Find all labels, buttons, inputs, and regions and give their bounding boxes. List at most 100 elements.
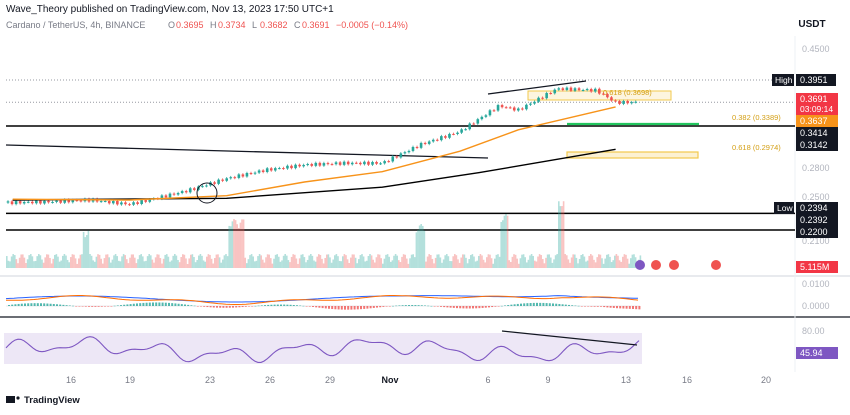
macd-signal-line	[5, 295, 639, 305]
macd-histogram-bar	[529, 303, 532, 306]
volume-bar	[92, 260, 94, 268]
candle-body	[47, 200, 50, 203]
macd-histogram-bar	[516, 303, 519, 306]
volume-bar	[450, 261, 453, 268]
macd-histogram-bar	[200, 306, 202, 307]
volume-bar	[361, 254, 363, 268]
volume-bar	[609, 256, 611, 268]
candle-body	[334, 162, 338, 165]
volume-bar	[169, 261, 171, 268]
volume-bar	[321, 258, 323, 268]
macd-line	[5, 295, 639, 303]
tradingview-logo-dot	[16, 396, 20, 400]
candle-body	[107, 200, 111, 204]
macd-histogram-bar	[587, 306, 590, 307]
volume-bar	[468, 259, 470, 268]
macd-histogram-bar	[270, 304, 273, 306]
volume-bar	[399, 262, 402, 268]
volume-bar	[438, 254, 440, 268]
volume-bar	[170, 260, 173, 268]
currency-label[interactable]: USDT	[798, 19, 825, 30]
volume-bar	[516, 258, 518, 268]
volume-bar	[513, 254, 515, 268]
candle-body	[602, 93, 605, 95]
ohlc-readout: O 0.3695 H 0.3734 L 0.3682 C 0.3691 −0.0005 (−0.…	[168, 20, 408, 30]
volume-bar	[126, 259, 128, 268]
volume-bar	[118, 260, 120, 268]
macd-histogram-bar	[219, 306, 222, 308]
volume-bar	[153, 262, 155, 268]
macd-histogram-bar	[577, 305, 580, 307]
macd-histogram-bar	[635, 306, 638, 310]
macd-histogram-bar	[110, 306, 113, 307]
macd-histogram-bar	[289, 304, 292, 306]
candle-body	[63, 199, 66, 203]
volume-bar	[310, 254, 312, 268]
volume-bar	[295, 258, 298, 268]
candle-body	[67, 199, 71, 203]
macd-histogram-bar	[264, 305, 266, 306]
candle-body	[330, 164, 334, 166]
macd-histogram-bar	[260, 305, 263, 306]
volume-bar	[130, 254, 133, 268]
price-pane: 0.618 (0.3698) 0.382 (0.3389) 0.618 (0.297…	[5, 79, 795, 231]
macd-histogram-bar	[116, 305, 119, 306]
volume-bar	[559, 206, 562, 268]
macd-histogram-bar	[168, 302, 170, 306]
macd-histogram-bar	[507, 305, 510, 306]
volume-bar	[578, 258, 581, 268]
macd-histogram-bar	[491, 306, 494, 308]
candle-body	[14, 201, 18, 205]
volume-bar	[258, 254, 261, 268]
volume-bar	[351, 254, 354, 268]
volume-bar	[316, 256, 318, 268]
volume-bar	[330, 262, 333, 268]
candle-body	[193, 188, 196, 190]
event-icon-2	[669, 260, 679, 270]
volume-bar	[138, 255, 141, 268]
volume-bar	[612, 260, 614, 268]
volume-bar	[199, 254, 202, 268]
candle-body	[148, 199, 152, 202]
volume-bar	[510, 261, 512, 268]
candle-body	[630, 102, 633, 104]
volume-bar	[607, 254, 610, 268]
volume-bar	[412, 254, 414, 268]
volume-bar	[210, 258, 213, 268]
level-badge-value: 0.3414	[800, 128, 828, 138]
macd-histogram-bar	[376, 306, 378, 308]
volume-bar	[422, 225, 424, 268]
volume-bar	[89, 254, 91, 268]
ohlc-label-l: L	[252, 20, 257, 30]
volume-bar	[212, 263, 214, 268]
macd-histogram-bar	[91, 306, 94, 307]
volume-bar	[150, 255, 152, 268]
volume-bar	[217, 254, 219, 268]
volume-bar	[108, 257, 110, 268]
volume-bar	[526, 262, 528, 268]
candle-body	[537, 97, 540, 102]
macd-histogram-bar	[65, 305, 68, 306]
macd-histogram-bar	[193, 305, 196, 307]
macd-histogram-bar	[40, 303, 42, 306]
volume-bar	[398, 260, 400, 268]
candle-body	[326, 163, 330, 165]
price-badge-bg	[796, 93, 838, 115]
candle-body	[585, 89, 589, 91]
candle-body	[249, 173, 253, 175]
volume-bar	[511, 256, 514, 268]
volume-bar	[466, 263, 469, 268]
volume-bar	[514, 254, 517, 268]
macd-histogram-bar	[321, 306, 324, 309]
candle-body	[622, 100, 625, 104]
volume-bar	[446, 254, 448, 268]
sma200-line	[12, 148, 616, 201]
candle-body	[610, 97, 613, 101]
candle-body	[529, 103, 532, 105]
candle-body	[573, 88, 577, 91]
volume-bar	[177, 260, 179, 268]
volume-bar	[564, 254, 566, 268]
ohlc-label-o: O	[168, 20, 175, 30]
volume-bar	[554, 255, 557, 268]
